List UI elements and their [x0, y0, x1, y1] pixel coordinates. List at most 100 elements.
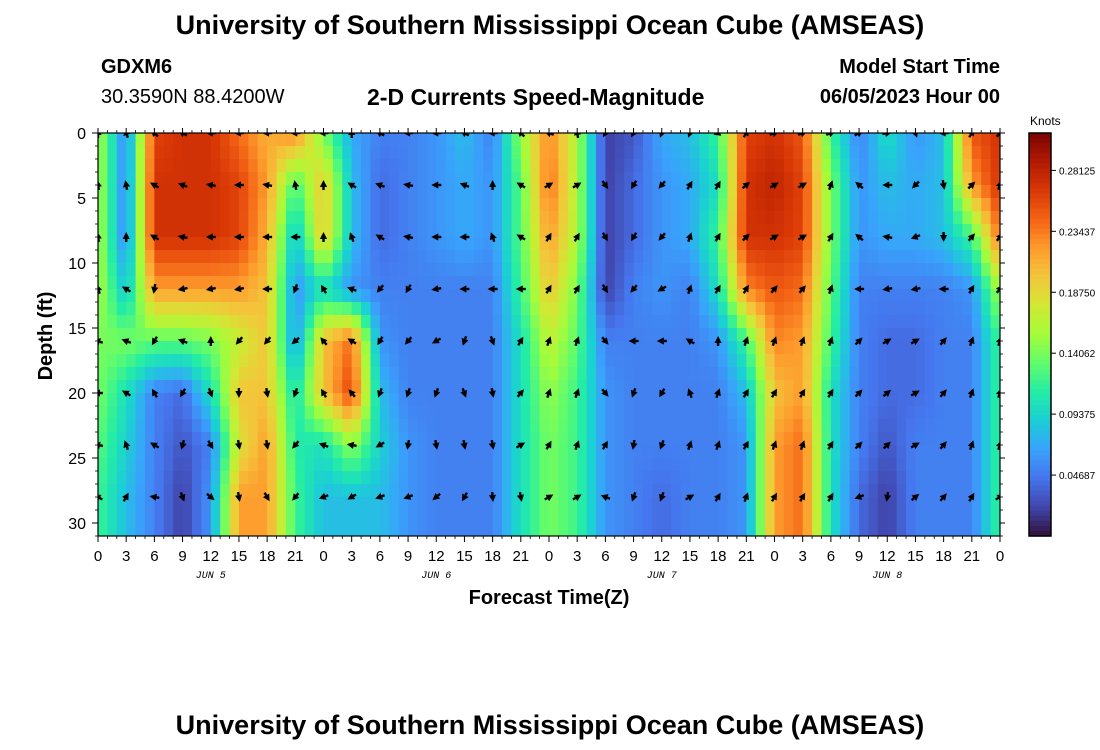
- heatmap-cell: [802, 341, 813, 355]
- heatmap-cell: [755, 406, 766, 420]
- heatmap-cell: [859, 445, 870, 459]
- heatmap-cell: [746, 367, 757, 381]
- heatmap-cell: [107, 250, 118, 264]
- heatmap-cell: [332, 159, 343, 173]
- heatmap-cell: [708, 185, 719, 199]
- heatmap-cell: [577, 315, 588, 329]
- heatmap-cell: [877, 354, 888, 368]
- current-vector-arrow: [967, 181, 976, 190]
- heatmap-cell: [389, 237, 400, 251]
- heatmap-cell: [981, 393, 992, 407]
- heatmap-cell: [962, 211, 973, 225]
- heatmap-cell: [953, 432, 964, 446]
- current-vector-arrow: [431, 133, 442, 137]
- heatmap-cell: [238, 198, 249, 212]
- current-vector-arrow: [967, 233, 975, 242]
- heatmap-cell: [765, 432, 776, 446]
- heatmap-cell: [868, 341, 879, 355]
- heatmap-cell: [736, 406, 747, 420]
- heatmap-cell: [455, 445, 466, 459]
- heatmap-cell: [558, 185, 569, 199]
- heatmap-cell: [445, 367, 456, 381]
- current-vector-arrow: [518, 133, 526, 138]
- heatmap-cell: [783, 211, 794, 225]
- heatmap-cell: [699, 445, 710, 459]
- current-vector-arrow: [573, 440, 580, 451]
- heatmap-cell: [633, 393, 644, 407]
- current-vector-arrow: [346, 441, 357, 449]
- heatmap-cell: [304, 354, 315, 368]
- heatmap-cell: [351, 497, 362, 511]
- heatmap-cell: [821, 497, 832, 511]
- heatmap-cell: [436, 419, 447, 433]
- heatmap-cell: [98, 146, 108, 160]
- heatmap-cell: [906, 471, 917, 485]
- heatmap-cell: [116, 510, 127, 524]
- heatmap-cell: [549, 328, 559, 342]
- heatmap-cell: [220, 341, 231, 355]
- current-vector-arrow: [714, 232, 721, 242]
- heatmap-cell: [408, 328, 419, 342]
- heatmap-cell: [492, 458, 503, 472]
- heatmap-cell: [154, 276, 165, 290]
- heatmap-cell: [267, 159, 278, 173]
- heatmap-cell: [924, 445, 935, 459]
- heatmap-cell: [116, 250, 127, 264]
- heatmap-cell: [755, 380, 766, 394]
- heatmap-cell: [887, 198, 898, 212]
- heatmap-cell: [962, 237, 973, 251]
- heatmap-cell: [238, 341, 249, 355]
- heatmap-cell: [868, 211, 879, 225]
- current-vector-arrow: [601, 388, 609, 397]
- heatmap-cell: [614, 367, 625, 381]
- heatmap-cell: [783, 510, 794, 524]
- heatmap-cell: [783, 380, 794, 394]
- heatmap-cell: [765, 497, 776, 511]
- heatmap-cell: [586, 276, 597, 290]
- heatmap-cell: [567, 302, 578, 316]
- heatmap-cell: [144, 172, 155, 186]
- heatmap-cell: [436, 315, 447, 329]
- current-vector-arrow: [375, 492, 386, 500]
- heatmap-cell: [436, 367, 447, 381]
- heatmap-cell: [821, 510, 832, 524]
- heatmap-cell: [351, 224, 362, 238]
- heatmap-cell: [821, 419, 832, 433]
- heatmap-cell: [586, 302, 597, 316]
- chart-title: University of Southern Mississippi Ocean…: [175, 10, 925, 40]
- heatmap-cell: [671, 458, 682, 472]
- current-vector-arrow: [432, 492, 441, 501]
- heatmap-cell: [201, 185, 212, 199]
- heatmap-cell: [595, 263, 606, 277]
- heatmap-cell: [267, 302, 278, 316]
- colorbar-swatch: [1029, 153, 1051, 159]
- heatmap-cell: [718, 289, 729, 303]
- current-vector-arrow: [659, 439, 666, 450]
- heatmap-cell: [107, 406, 118, 420]
- heatmap-cell: [492, 380, 503, 394]
- heatmap-cell: [370, 250, 381, 264]
- heatmap-cell: [812, 211, 823, 225]
- heatmap-cell: [614, 380, 625, 394]
- heatmap-cell: [708, 367, 719, 381]
- heatmap-cell: [323, 432, 334, 446]
- heatmap-cell: [539, 263, 550, 277]
- heatmap-cell: [445, 523, 456, 536]
- heatmap-cell: [934, 432, 945, 446]
- heatmap-cell: [464, 263, 475, 277]
- heatmap-cell: [802, 432, 813, 446]
- heatmap-cell: [746, 250, 757, 264]
- heatmap-cell: [868, 276, 879, 290]
- heatmap-cell: [276, 185, 287, 199]
- heatmap-cell: [774, 211, 785, 225]
- heatmap-cell: [736, 172, 747, 186]
- heatmap-cell: [285, 328, 296, 342]
- heatmap-cell: [445, 315, 456, 329]
- heatmap-cell: [257, 458, 268, 472]
- heatmap-cell: [361, 172, 372, 186]
- heatmap-cell: [689, 341, 700, 355]
- heatmap-cell: [436, 328, 447, 342]
- heatmap-cell: [229, 458, 240, 472]
- heatmap-cell: [238, 328, 249, 342]
- colorbar-swatch: [1029, 420, 1051, 426]
